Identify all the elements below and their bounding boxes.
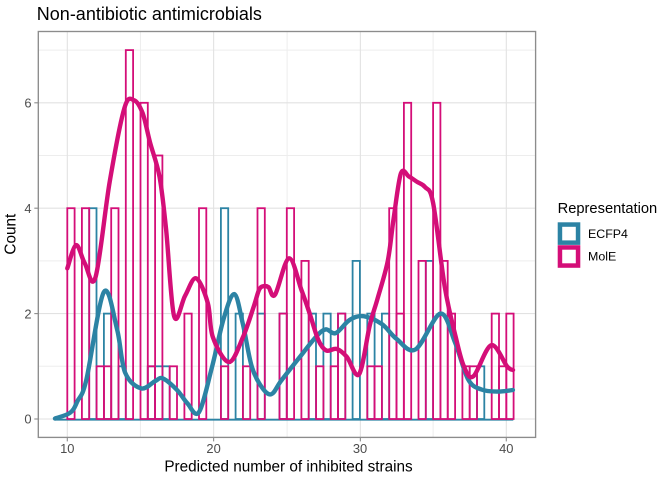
svg-text:Count: Count [3,213,20,255]
svg-text:Representation: Representation [558,201,658,217]
svg-text:10: 10 [60,441,74,456]
svg-text:Predicted number of inhibited: Predicted number of inhibited strains [164,459,413,476]
svg-text:0: 0 [24,412,31,427]
svg-text:30: 30 [353,441,367,456]
svg-text:4: 4 [24,201,31,216]
svg-text:ECFP4: ECFP4 [588,227,628,241]
svg-text:20: 20 [206,441,220,456]
svg-text:40: 40 [499,441,513,456]
svg-text:MolE: MolE [588,250,616,264]
svg-text:Non-antibiotic antimicrobials: Non-antibiotic antimicrobials [37,4,262,24]
svg-text:6: 6 [24,96,31,111]
svg-text:2: 2 [24,306,31,321]
